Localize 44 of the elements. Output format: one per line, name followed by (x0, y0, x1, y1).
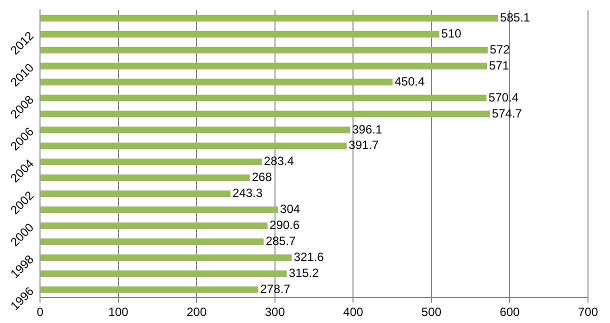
data-label: 268 (252, 170, 272, 184)
bar (40, 254, 292, 261)
data-label: 585.1 (500, 10, 530, 24)
x-tick-label: 600 (500, 305, 520, 320)
bar (40, 78, 393, 86)
bar (40, 238, 264, 246)
bar (40, 46, 488, 54)
data-label: 243.3 (232, 186, 263, 200)
x-tick-label: 700 (578, 305, 598, 320)
bar (40, 190, 231, 198)
bar (40, 286, 258, 293)
bar (40, 14, 498, 22)
x-tick-label: 0 (36, 305, 44, 320)
data-label: 304 (280, 202, 300, 216)
data-label: 278.7 (260, 282, 291, 296)
x-tick-label: 100 (108, 305, 129, 320)
bar (40, 158, 262, 166)
data-label: 570.4 (488, 90, 519, 104)
data-label: 315.2 (288, 266, 320, 280)
bar (40, 62, 488, 70)
x-tick-label: 400 (343, 305, 364, 320)
data-label: 321.6 (294, 250, 324, 264)
x-tick-label: 500 (421, 305, 442, 320)
data-label: 572 (490, 42, 510, 56)
data-label: 283.4 (264, 154, 294, 168)
data-label: 510 (441, 26, 462, 40)
bar (40, 270, 287, 277)
data-label: 391.7 (348, 138, 380, 152)
data-label: 285.7 (266, 234, 296, 248)
data-label: 396.1 (352, 122, 382, 136)
bar (40, 110, 490, 118)
data-label: 574.7 (492, 106, 522, 120)
bar (40, 206, 278, 214)
x-tick-label: 300 (264, 305, 286, 320)
bar (40, 126, 350, 134)
bar (40, 30, 440, 38)
bar (40, 94, 487, 102)
bar (40, 142, 347, 150)
data-label: 571 (489, 58, 510, 72)
data-label: 290.6 (270, 218, 300, 232)
x-tick-label: 200 (186, 305, 207, 320)
data-label: 450.4 (394, 74, 425, 88)
bar (40, 174, 250, 182)
bar (40, 222, 268, 230)
